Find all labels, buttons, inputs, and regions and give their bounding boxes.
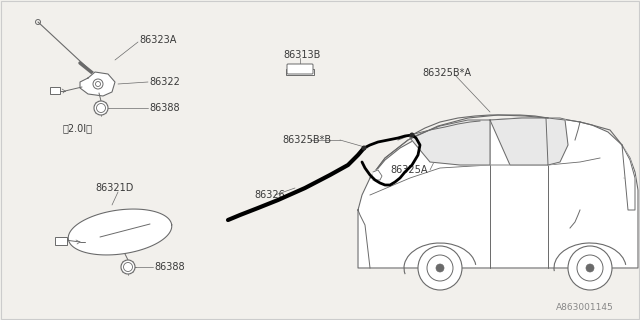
Circle shape <box>94 101 108 115</box>
Circle shape <box>568 246 612 290</box>
Text: 86321D: 86321D <box>96 183 134 193</box>
Text: 86388: 86388 <box>154 262 184 272</box>
Text: 86388: 86388 <box>149 103 180 113</box>
Polygon shape <box>80 72 115 96</box>
Polygon shape <box>548 118 568 165</box>
Text: 86323A: 86323A <box>139 35 177 45</box>
Circle shape <box>418 246 462 290</box>
FancyBboxPatch shape <box>287 64 313 74</box>
Circle shape <box>121 260 135 274</box>
Circle shape <box>410 132 415 138</box>
Polygon shape <box>68 209 172 255</box>
Circle shape <box>362 146 367 150</box>
Text: 86326: 86326 <box>255 190 285 200</box>
Polygon shape <box>410 120 490 165</box>
Circle shape <box>436 264 444 272</box>
Circle shape <box>586 264 594 272</box>
Bar <box>50 87 60 94</box>
Bar <box>55 237 67 245</box>
Polygon shape <box>490 118 548 165</box>
Text: A863001145: A863001145 <box>556 303 614 313</box>
Polygon shape <box>358 118 638 268</box>
Text: 〈2.0I〉: 〈2.0I〉 <box>63 123 93 133</box>
Text: 86322: 86322 <box>149 77 180 87</box>
Text: 86325B*A: 86325B*A <box>422 68 471 78</box>
Bar <box>286 69 314 75</box>
Text: 86325A: 86325A <box>390 165 428 175</box>
Polygon shape <box>373 170 382 180</box>
Polygon shape <box>622 145 635 210</box>
Text: 86313B: 86313B <box>283 50 321 60</box>
Text: 86325B*B: 86325B*B <box>282 135 331 145</box>
